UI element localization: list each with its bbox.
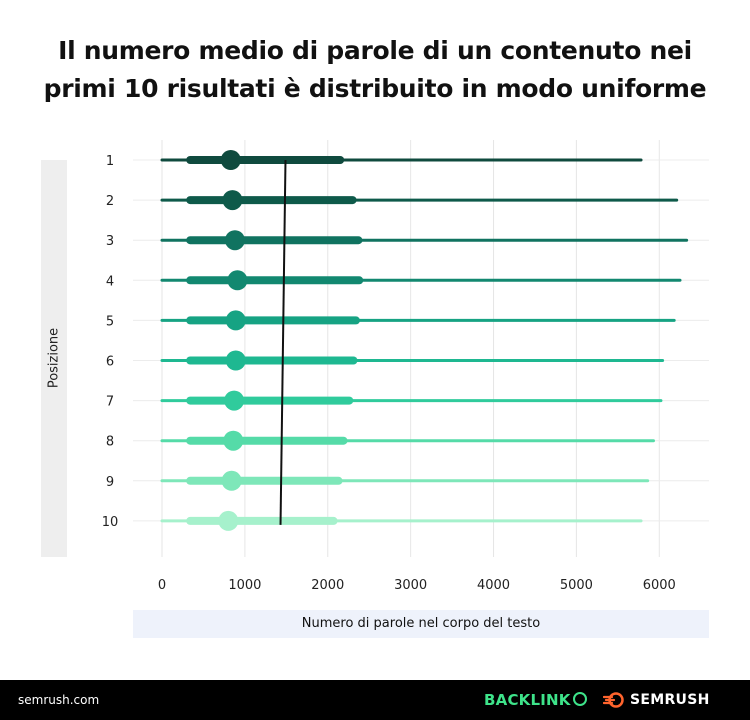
- semrush-logo-text: SEMRUSH: [630, 692, 710, 708]
- chart-title: Il numero medio di parole di un contenut…: [20, 32, 730, 108]
- median-dot: [222, 190, 243, 211]
- x-tick-label: 4000: [477, 578, 510, 593]
- footer-site-link[interactable]: semrush.com: [18, 693, 100, 707]
- y-tick-label: 2: [106, 194, 114, 209]
- y-tick-label: 9: [106, 475, 114, 490]
- y-tick-label: 10: [102, 515, 119, 530]
- y-tick-label: 8: [106, 435, 114, 450]
- median-dot: [220, 150, 241, 170]
- semrush-flame-icon: [603, 692, 624, 708]
- y-tick-label: 6: [106, 355, 114, 370]
- chart-title-line-2: primi 10 risultati è distribuito in modo…: [43, 74, 707, 103]
- median-dot: [227, 270, 248, 291]
- y-tick-label: 1: [106, 154, 114, 169]
- median-dot: [223, 430, 244, 451]
- median-dot: [225, 310, 246, 331]
- median-dot: [218, 510, 239, 531]
- x-axis-label: Numero di parole nel corpo del testo: [301, 616, 541, 631]
- chart-title-line-1: Il numero medio di parole di un contenut…: [58, 36, 692, 65]
- backlinko-logo-ring: [572, 692, 587, 706]
- backlinko-logo-text: BACKLINK: [484, 691, 571, 709]
- median-dot: [225, 350, 246, 371]
- y-axis-label-band: [41, 160, 67, 557]
- x-tick-label: 1000: [228, 578, 261, 593]
- mean-line: [279, 159, 287, 525]
- median-dot: [224, 390, 245, 411]
- box-plot-chart: 0 1000 2000 3000 4000 5000 6000 1 2 3 4 5 6 7 8 9 10: [102, 140, 709, 593]
- median-dot: [224, 230, 245, 251]
- y-tick-label: 3: [106, 234, 114, 249]
- x-tick-label: 5000: [560, 578, 593, 593]
- y-tick-label: 7: [106, 395, 114, 410]
- y-tick-label: 4: [106, 274, 114, 289]
- x-axis-label-band: [133, 610, 709, 638]
- x-tick-label: 2000: [311, 578, 344, 593]
- footer-bar: semrush.com BACKLINK SEMRUSH: [0, 680, 750, 720]
- x-tick-label: 6000: [643, 578, 676, 593]
- backlinko-logo: BACKLINK: [484, 680, 587, 720]
- x-tick-label: 3000: [394, 578, 427, 593]
- y-tick-label: 5: [106, 314, 114, 329]
- x-tick-label: 0: [158, 578, 166, 593]
- median-dot: [221, 470, 242, 491]
